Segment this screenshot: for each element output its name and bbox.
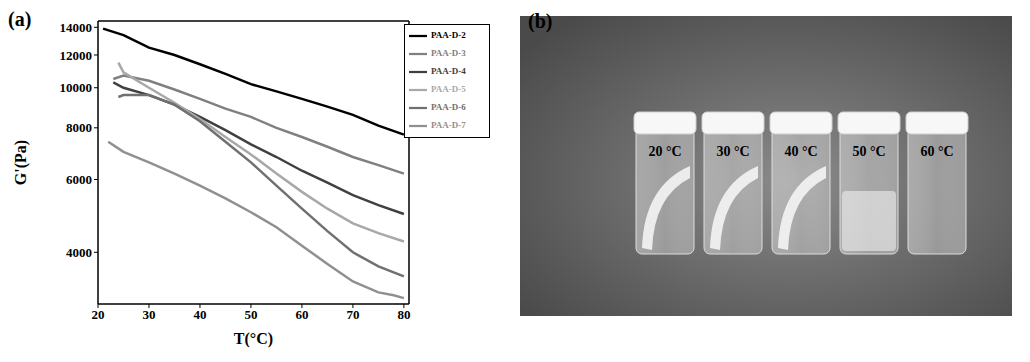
html-text:PAA-D-5: PAA-D-5: [431, 84, 466, 95]
svg-text:70: 70: [346, 307, 359, 322]
svg-text:14000: 14000: [60, 20, 93, 35]
svg-text:80: 80: [397, 307, 410, 322]
html-text:(b): (b): [528, 10, 553, 32]
svg-text:30: 30: [142, 307, 155, 322]
svg-text:60: 60: [295, 307, 308, 322]
svg-text:12000: 12000: [60, 48, 93, 63]
html-text:PAA-D-4: PAA-D-4: [431, 66, 466, 77]
svg-text:40: 40: [193, 307, 206, 322]
svg-text:50 °C: 50 °C: [852, 144, 885, 159]
svg-text:20 °C: 20 °C: [648, 144, 681, 159]
svg-text:10000: 10000: [60, 80, 93, 95]
html-text:PAA-D-3: PAA-D-3: [431, 48, 466, 59]
html-text:(a): (a): [8, 8, 32, 30]
svg-text:6000: 6000: [66, 172, 92, 187]
html-text:PAA-D-6: PAA-D-6: [431, 102, 466, 113]
svg-text:60 °C: 60 °C: [920, 144, 953, 159]
html-text:PAA-D-7: PAA-D-7: [431, 120, 466, 131]
svg-text:30 °C: 30 °C: [716, 144, 749, 159]
svg-text:8000: 8000: [66, 120, 92, 135]
svg-text:G'(Pa): G'(Pa): [12, 140, 30, 185]
svg-text:T(°C): T(°C): [234, 330, 273, 348]
html-text:PAA-D-2: PAA-D-2: [431, 30, 466, 41]
svg-text:40 °C: 40 °C: [784, 144, 817, 159]
svg-text:20: 20: [92, 307, 105, 322]
svg-text:4000: 4000: [66, 245, 92, 260]
svg-text:50: 50: [244, 307, 257, 322]
